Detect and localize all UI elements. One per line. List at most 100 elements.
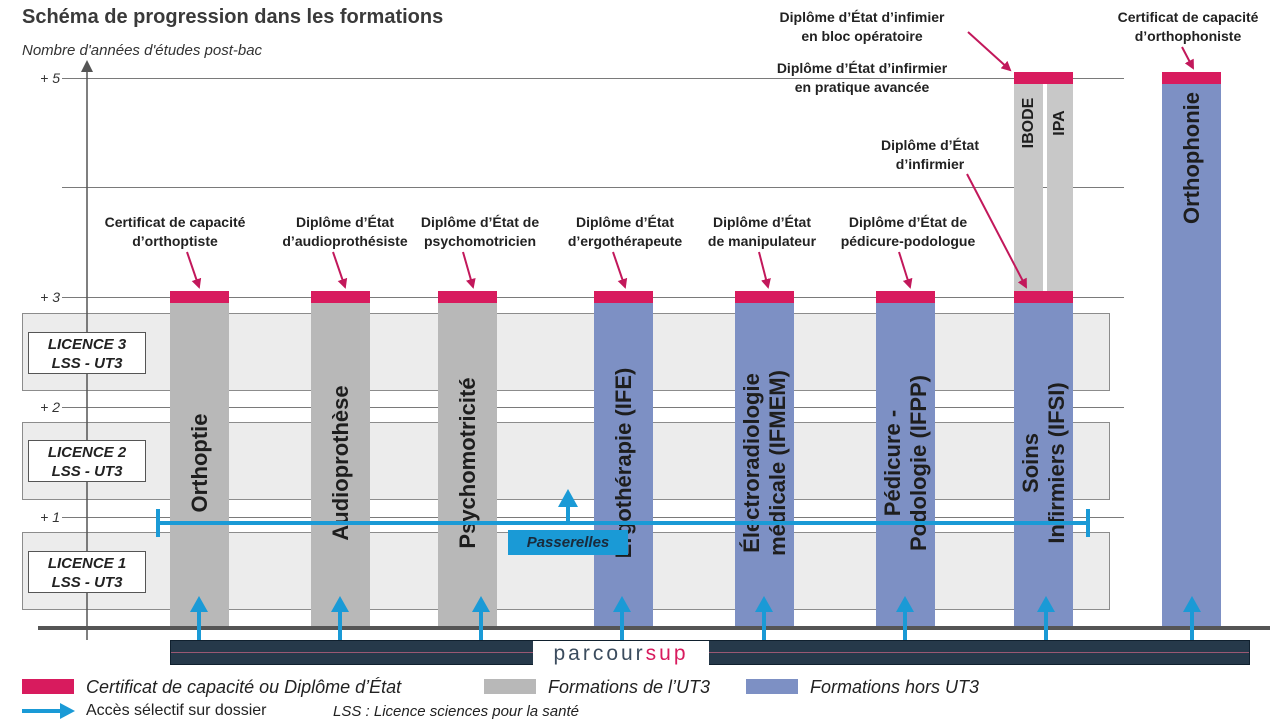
caption-bloc-line2: en bloc opératoire — [801, 28, 923, 44]
caption-manipulateur-line2: de manipulateur — [707, 233, 817, 249]
caption-manipulateur: Diplôme d’État de manipulateur — [672, 213, 852, 251]
caption-audioprothese-line1: Diplôme d’État — [295, 214, 394, 230]
caption-orthoptie-line2: d’orthoptiste — [132, 233, 218, 249]
caption-audioprothese-line2: d’audioprothésiste — [282, 233, 408, 249]
parcoursup-logo-part1: parcour — [553, 642, 646, 665]
passerelles-label: Passerelles — [508, 530, 628, 555]
access-head-electroradiologie — [755, 596, 773, 612]
caption-pedicure-line2: pédicure-podologue — [840, 233, 976, 249]
diploma-cap-psychomotricite — [438, 291, 497, 303]
licence-1-line1: LICENCE 1 — [47, 555, 127, 572]
caption-bloc-line1: Diplôme d’État d’infimier — [779, 9, 945, 25]
legend-lss-label: LSS : Licence sciences pour la santé — [333, 703, 579, 720]
y-axis-label: Nombre d'années d'études post-bac — [22, 42, 263, 59]
parcoursup-logo-part2: sup — [645, 642, 689, 665]
passerelles-up-head — [558, 489, 578, 507]
licence-2-label: LICENCE 2 LSS - UT3 — [28, 440, 146, 482]
gridline-1 — [62, 517, 1124, 518]
gridline-2 — [62, 407, 1124, 408]
caption-audioprothese: Diplôme d’État d’audioprothésiste — [255, 213, 435, 251]
legend-grey-label: Formations de l’UT3 — [548, 677, 711, 697]
access-head-audioprothese — [331, 596, 349, 612]
pointer-ergotherapie — [612, 251, 628, 289]
caption-ergotherapie-line1: Diplôme d’État — [575, 214, 674, 230]
caption-pedicure: Diplôme d’État de pédicure-podologue — [818, 213, 998, 251]
page-title: Schéma de progression dans les formation… — [22, 6, 444, 28]
passerelles-text: Passerelles — [526, 534, 610, 551]
legend-arrow-label: Accès sélectif sur dossier — [86, 702, 267, 719]
caption-pratique-avancee: Diplôme d’État d’infirmier en pratique a… — [762, 59, 962, 97]
caption-orthoptie-line1: Certificat de capacité — [104, 214, 246, 230]
legend-blue-label: Formations hors UT3 — [810, 677, 980, 697]
pointer-infirmier — [966, 173, 1027, 289]
bar-orthoptie: Orthoptie — [170, 297, 229, 628]
bar-psychomotricite: Psychomotricité — [438, 297, 497, 628]
tick-label-3: + 3 — [40, 289, 60, 305]
parcoursup-band-line — [171, 652, 1249, 653]
pointer-psychomotricite — [462, 251, 476, 289]
licence-2-line2: LSS - UT3 — [51, 463, 123, 480]
diploma-cap-audioprothese — [311, 291, 370, 303]
caption-psychomotricite: Diplôme d’État de psychomotricien — [390, 213, 570, 251]
access-head-orthoptie — [190, 596, 208, 612]
bar-soins-infirmiers: Soins Infirmiers (IFSI) — [1014, 297, 1073, 628]
caption-manipulateur-line1: Diplôme d’État — [712, 214, 811, 230]
diploma-cap-soins-infirmiers — [1014, 291, 1073, 303]
tick-label-2: + 2 — [40, 399, 60, 415]
baseline — [38, 626, 1270, 630]
legend-red-swatch — [22, 679, 74, 694]
caption-pa-line2: en pratique avancée — [794, 79, 930, 95]
parcoursup-band — [170, 640, 1250, 665]
licence-1-label: LICENCE 1 LSS - UT3 — [28, 551, 146, 593]
caption-orthoptie: Certificat de capacité d’orthoptiste — [85, 213, 265, 251]
legend-grey-swatch — [484, 679, 536, 694]
diploma-cap-electroradiologie — [735, 291, 794, 303]
licence-1-line2: LSS - UT3 — [51, 574, 123, 591]
licence-3-line2: LSS - UT3 — [51, 355, 123, 372]
bar-ipa: IPA — [1047, 78, 1073, 297]
access-head-ergotherapie — [613, 596, 631, 612]
bar-orthophonie: Orthophonie — [1162, 78, 1221, 628]
tick-label-1: + 1 — [40, 509, 60, 525]
legend-blue-swatch — [746, 679, 798, 694]
pointer-audioprothese — [332, 251, 348, 289]
diploma-cap-orthophonie — [1162, 72, 1221, 84]
caption-ergotherapie: Diplôme d’État d’ergothérapeute — [535, 213, 715, 251]
licence-2-line1: LICENCE 2 — [47, 444, 127, 461]
caption-infirmier: Diplôme d’État d’infirmier — [845, 136, 1015, 174]
pointer-orthophonie — [1181, 46, 1194, 70]
diploma-cap-ibode-ipa — [1014, 72, 1073, 84]
caption-infirmier-line1: Diplôme d’État — [880, 137, 979, 153]
caption-orthophonie-line1: Certificat de capacité — [1117, 9, 1259, 25]
gridline-5 — [62, 78, 1124, 79]
licence-3-label: LICENCE 3 LSS - UT3 — [28, 332, 146, 374]
licence-3-line1: LICENCE 3 — [47, 336, 127, 353]
gridline-3 — [62, 297, 1124, 298]
diploma-cap-pedicure — [876, 291, 935, 303]
bar-ergotherapie: Ergothérapie (IFE) — [594, 297, 653, 628]
caption-infirmier-line2: d’infirmier — [895, 156, 965, 172]
access-head-orthophonie — [1183, 596, 1201, 612]
access-head-psychomotricite — [472, 596, 490, 612]
tick-label-5: + 5 — [40, 70, 60, 86]
caption-bloc-operatoire: Diplôme d’État d’infimier en bloc opérat… — [762, 8, 962, 46]
caption-psychomotricite-line1: Diplôme d’État de — [420, 214, 540, 230]
access-head-soins-infirmiers — [1037, 596, 1055, 612]
diploma-cap-orthoptie — [170, 291, 229, 303]
legend-arrow-icon — [22, 703, 75, 719]
caption-orthophonie: Certificat de capacité d’orthophoniste — [1098, 8, 1278, 46]
caption-orthophonie-line2: d’orthophoniste — [1134, 28, 1242, 44]
caption-ergotherapie-line2: d’ergothérapeute — [567, 233, 683, 249]
pointer-bloc — [967, 31, 1012, 72]
caption-pa-line1: Diplôme d’État d’infirmier — [776, 60, 948, 76]
pointer-orthoptie — [186, 251, 202, 289]
access-head-pedicure — [896, 596, 914, 612]
gridline-4 — [62, 187, 1124, 188]
bar-electroradiologie: Électroradiologie médicale (IFMEM) — [735, 297, 794, 628]
pointer-manipulateur — [758, 251, 771, 289]
bar-audioprothese: Audioprothèse — [311, 297, 370, 628]
bar-ibode: IBODE — [1014, 78, 1043, 297]
caption-psychomotricite-line2: psychomotricien — [423, 233, 537, 249]
